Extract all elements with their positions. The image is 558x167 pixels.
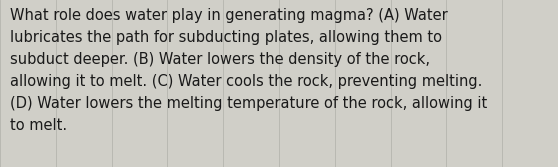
Text: allowing it to melt. (C) Water cools the rock, preventing melting.: allowing it to melt. (C) Water cools the… xyxy=(10,74,482,89)
Text: lubricates the path for subducting plates, allowing them to: lubricates the path for subducting plate… xyxy=(10,30,442,45)
Text: (D) Water lowers the melting temperature of the rock, allowing it: (D) Water lowers the melting temperature… xyxy=(10,96,487,111)
Text: to melt.: to melt. xyxy=(10,118,67,133)
Text: subduct deeper. (B) Water lowers the density of the rock,: subduct deeper. (B) Water lowers the den… xyxy=(10,52,430,67)
Text: What role does water play in generating magma? (A) Water: What role does water play in generating … xyxy=(10,8,448,23)
